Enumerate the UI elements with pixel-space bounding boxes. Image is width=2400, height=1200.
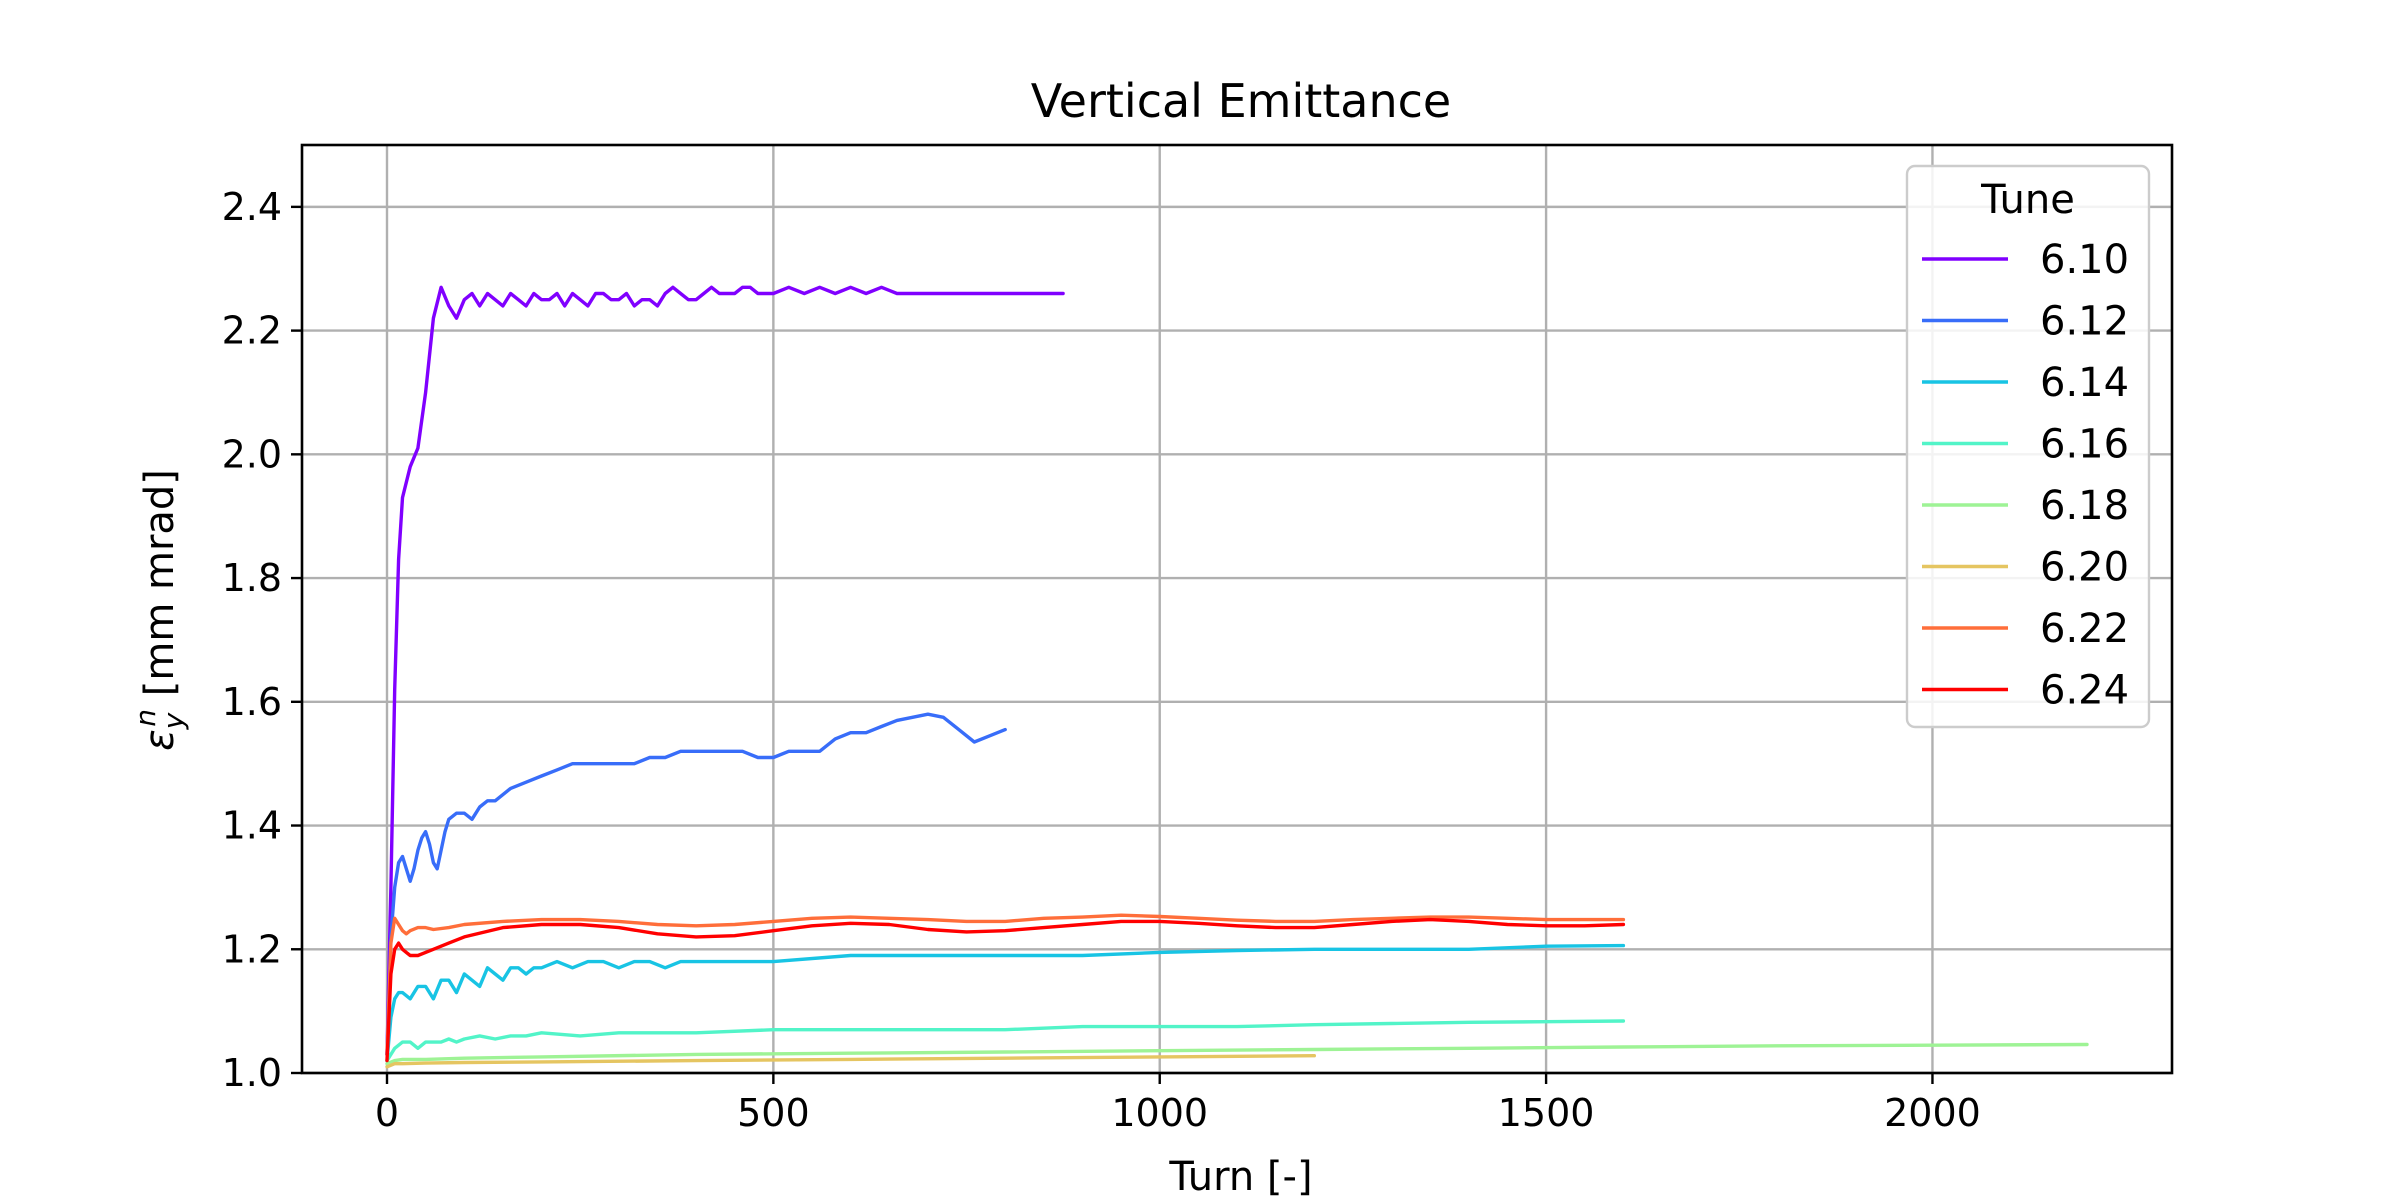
legend-label: 6.24 [2040, 668, 2129, 714]
series-line-6-14 [385, 943, 1626, 1063]
y-tick-label: 2.4 [222, 185, 282, 229]
legend-label: 6.18 [2040, 483, 2129, 529]
legend-items: 6.10 6.12 6.14 6.16 6.18 6.20 6.22 6.24 [1922, 237, 2129, 714]
legend-box [1905, 164, 2151, 729]
y-tick-label: 1.0 [222, 1051, 282, 1095]
series-line-6-18 [385, 1042, 2089, 1066]
y-tick-label: 1.2 [222, 927, 282, 971]
y-tick-label: 1.8 [222, 556, 282, 600]
series-line-6-22 [385, 913, 1626, 1057]
x-tick-label: 500 [737, 1091, 810, 1135]
y-tick-label: 2.0 [222, 432, 282, 476]
legend-label: 6.16 [2040, 422, 2129, 468]
x-tick-label: 1500 [1498, 1091, 1595, 1135]
chart-title: Vertical Emittance [1031, 74, 1451, 128]
series-line-6-10 [385, 285, 1065, 1057]
y-tick-label: 2.2 [222, 309, 282, 353]
series-layer [385, 285, 2089, 1069]
legend-label: 6.22 [2040, 606, 2129, 652]
y-tick-label: 1.4 [222, 804, 282, 848]
plot-frame [300, 143, 2174, 1075]
series-line-6-12 [385, 712, 1007, 1057]
legend-label: 6.12 [2040, 299, 2129, 345]
series-line-6-16 [385, 1019, 1626, 1063]
x-tick-label: 0 [375, 1091, 399, 1135]
axis-ticks: 0 500 1000 1500 2000 1.0 1.2 1.4 1.6 1.8 2.0 2.2 2.4 [222, 185, 1981, 1135]
x-tick-label: 1000 [1111, 1091, 1208, 1135]
legend-label: 6.20 [2040, 545, 2129, 591]
grid [302, 145, 2172, 1075]
y-tick-label: 1.6 [222, 680, 282, 724]
x-tick-label: 2000 [1884, 1091, 1981, 1135]
y-axis-label: εyn [mm mrad] [129, 469, 190, 751]
legend: Tune 6.10 6.12 6.14 6.16 6.18 6.20 6.22 6.24 [1905, 164, 2151, 729]
legend-label: 6.14 [2040, 360, 2129, 406]
series-line-6-20 [385, 1054, 1316, 1069]
series-line-6-24 [385, 917, 1626, 1063]
legend-title: Tune [1980, 177, 2075, 223]
x-axis-label: Turn [-] [1168, 1154, 1312, 1200]
legend-label: 6.10 [2040, 237, 2129, 283]
